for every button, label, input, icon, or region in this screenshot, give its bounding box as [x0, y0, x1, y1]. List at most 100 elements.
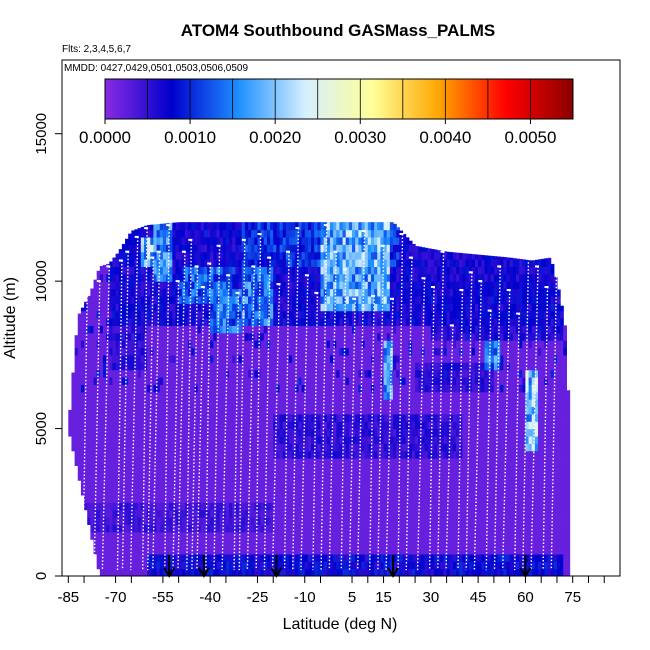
heatmap-cell — [254, 266, 259, 275]
heatmap-cell — [207, 435, 211, 444]
heatmap-cell — [188, 487, 192, 496]
heatmap-cell — [282, 354, 287, 363]
heatmap-cell — [235, 524, 240, 533]
heatmap-cell — [352, 494, 356, 503]
heatmap-cell — [348, 222, 353, 231]
heatmap-cell — [169, 332, 173, 341]
heatmap-cell — [377, 340, 381, 349]
heatmap-cell — [235, 236, 240, 245]
heatmap-cell — [339, 494, 344, 503]
heatmap-cell — [314, 553, 318, 562]
heatmap-cell — [288, 273, 293, 282]
heatmap-cell — [121, 347, 126, 356]
heatmap-cell — [175, 450, 180, 459]
heatmap-cell — [213, 281, 218, 290]
heatmap-cell — [257, 362, 262, 371]
heatmap-cell — [307, 435, 312, 444]
heatmap-cell — [143, 428, 148, 437]
heatmap-cell — [402, 259, 407, 267]
heatmap-cell — [254, 362, 259, 371]
heatmap-cell — [140, 288, 145, 297]
heatmap-cell — [219, 553, 224, 562]
heatmap-cell — [169, 244, 173, 253]
heatmap-cell — [317, 561, 322, 570]
heatmap-cell — [399, 259, 404, 267]
heatmap-cell — [257, 376, 262, 385]
heatmap-cell — [143, 406, 148, 415]
heatmap-cell — [266, 524, 271, 533]
heatmap-cell — [389, 413, 394, 422]
heatmap-cell — [408, 332, 413, 341]
heatmap-cell — [115, 340, 120, 349]
heatmap-cell — [307, 229, 312, 238]
heatmap-cell — [248, 376, 252, 385]
heatmap-cell — [87, 494, 91, 503]
heatmap-cell — [399, 502, 404, 511]
heatmap-cell — [248, 399, 252, 408]
heatmap-cell — [323, 347, 328, 356]
heatmap-cell — [352, 399, 356, 408]
heatmap-cell — [317, 443, 322, 452]
heatmap-cell — [364, 229, 369, 238]
heatmap-cell — [317, 509, 322, 518]
heatmap-cell — [118, 318, 123, 326]
heatmap-cell — [298, 568, 303, 576]
heatmap-cell — [295, 318, 300, 326]
heatmap-cell — [257, 369, 262, 378]
heatmap-cell — [389, 288, 394, 297]
heatmap-cell — [352, 502, 356, 511]
heatmap-cell — [301, 391, 306, 400]
heatmap-cell — [323, 487, 328, 496]
heatmap-cell — [93, 376, 98, 385]
heatmap-cell — [408, 406, 413, 415]
heatmap-cell — [244, 303, 249, 312]
heatmap-cell — [393, 288, 397, 297]
heatmap-cell — [355, 295, 359, 304]
heatmap-cell — [270, 546, 274, 555]
heatmap-cell — [361, 413, 366, 422]
heatmap-cell — [364, 494, 369, 503]
heatmap-cell — [238, 332, 243, 341]
heatmap-cell — [229, 332, 233, 341]
heatmap-cell — [244, 443, 249, 452]
heatmap-cell — [370, 421, 375, 430]
heatmap-cell — [128, 233, 132, 238]
heatmap-cell — [317, 303, 322, 312]
heatmap-cell — [188, 450, 192, 459]
heatmap-cell — [128, 310, 132, 319]
heatmap-cell — [200, 458, 205, 467]
heatmap-cell — [336, 524, 341, 533]
heatmap-cell — [301, 273, 306, 282]
heatmap-cell — [169, 421, 173, 430]
heatmap-cell — [181, 354, 186, 363]
heatmap-cell — [399, 524, 404, 533]
heatmap-cell — [131, 472, 136, 481]
heatmap-cell — [197, 251, 202, 260]
heatmap-cell — [156, 509, 161, 518]
heatmap-cell — [257, 428, 262, 437]
heatmap-cell — [131, 399, 136, 408]
heatmap-cell — [156, 362, 161, 371]
heatmap-cell — [352, 480, 356, 489]
heatmap-cell — [229, 472, 233, 481]
heatmap-cell — [263, 310, 268, 319]
heatmap-cell — [339, 502, 344, 511]
heatmap-cell — [197, 288, 202, 297]
heatmap-cell — [169, 531, 173, 540]
heatmap-cell — [87, 399, 91, 408]
heatmap-cell — [191, 435, 195, 444]
heatmap-cell — [393, 435, 397, 444]
heatmap-cell — [295, 251, 300, 260]
heatmap-cell — [380, 494, 385, 503]
heatmap-cell — [301, 288, 306, 297]
heatmap-cell — [99, 502, 104, 511]
heatmap-cell — [320, 347, 325, 356]
heatmap-cell — [329, 244, 334, 253]
heatmap-cell — [210, 450, 214, 459]
heatmap-cell — [172, 369, 177, 378]
heatmap-cell — [77, 325, 82, 334]
heatmap-cell — [345, 318, 350, 326]
heatmap-cell — [140, 472, 145, 481]
heatmap-cell — [323, 399, 328, 408]
heatmap-cell — [188, 435, 192, 444]
